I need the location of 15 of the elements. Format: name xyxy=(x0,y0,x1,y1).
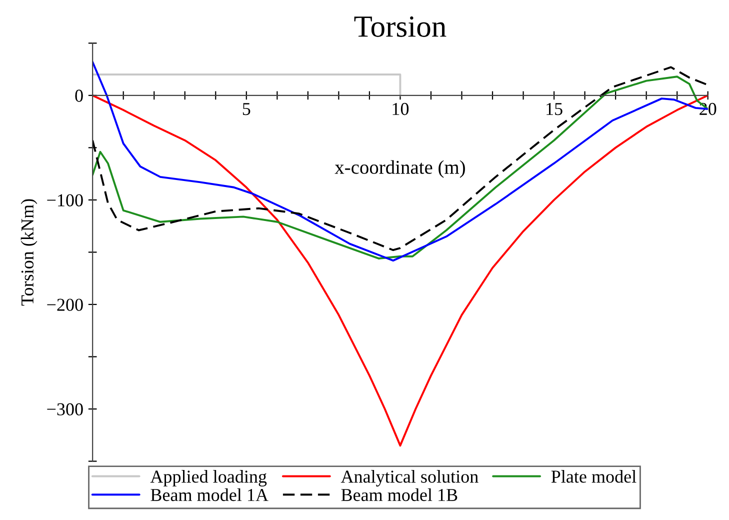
x-tick-label: 5 xyxy=(242,103,250,116)
x-tick-label: 10 xyxy=(392,102,409,116)
x-axis-title: x-coordinate (m) xyxy=(334,160,465,178)
y-tick-label: −100 xyxy=(47,194,83,206)
y-tick-label: −200 xyxy=(47,298,83,311)
legend-label: Beam model 1B xyxy=(341,488,458,502)
legend-label: Applied loading xyxy=(150,470,267,486)
legend-label: Plate model xyxy=(551,470,636,483)
y-axis-title: Torsion (kNm) xyxy=(20,199,38,306)
chart-title: Torsion xyxy=(354,16,446,37)
y-tick-label: 0 xyxy=(75,90,83,102)
x-tick-label: 15 xyxy=(546,102,562,116)
y-tick-label: −300 xyxy=(47,403,83,416)
legend-label: Beam model 1A xyxy=(150,488,268,502)
legend-label: Analytical solution xyxy=(340,470,478,486)
